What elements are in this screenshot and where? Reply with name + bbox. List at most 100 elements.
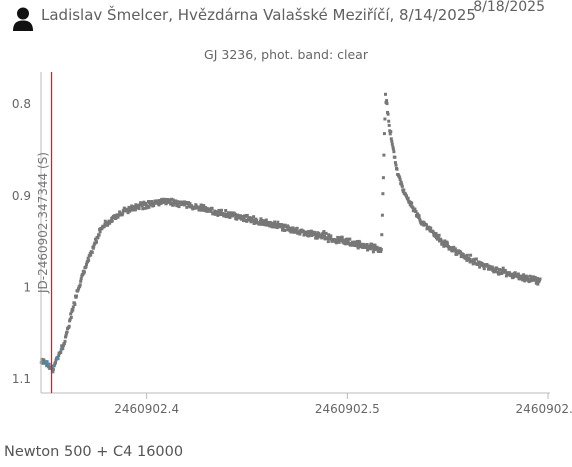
data-point xyxy=(68,317,72,321)
data-point xyxy=(255,218,259,222)
data-point xyxy=(537,280,541,284)
data-point xyxy=(314,236,318,240)
data-point xyxy=(393,161,397,165)
data-point xyxy=(394,163,398,167)
data-point xyxy=(272,222,276,226)
data-point xyxy=(444,244,448,248)
data-point xyxy=(442,241,446,245)
data-point xyxy=(102,224,106,228)
data-point xyxy=(63,339,67,343)
observer-info: Ladislav Šmelcer, Hvězdárna Valašské Mez… xyxy=(41,6,476,24)
data-point xyxy=(455,252,459,256)
data-point xyxy=(172,203,176,207)
y-tick-label: 0.8 xyxy=(12,97,31,111)
data-point xyxy=(47,362,51,366)
data-point xyxy=(90,250,94,254)
data-point xyxy=(283,229,287,232)
data-point xyxy=(262,219,266,223)
data-point xyxy=(150,200,154,203)
data-point xyxy=(417,215,421,219)
report-date: 8/18/2025 xyxy=(473,0,545,15)
data-point xyxy=(315,236,319,240)
data-point xyxy=(491,266,495,270)
data-point xyxy=(216,211,220,215)
data-point xyxy=(429,226,433,230)
data-point xyxy=(477,260,481,264)
data-point xyxy=(369,247,373,251)
data-point xyxy=(79,279,83,283)
data-point xyxy=(241,215,245,219)
data-point xyxy=(385,102,389,106)
data-point xyxy=(356,240,360,243)
data-point xyxy=(339,239,343,243)
data-point xyxy=(317,232,321,236)
data-point xyxy=(533,275,537,279)
data-point xyxy=(140,204,144,208)
data-point xyxy=(51,367,55,371)
data-point xyxy=(405,194,408,198)
data-point xyxy=(204,206,208,210)
data-point xyxy=(61,344,65,348)
data-point xyxy=(193,206,197,210)
data-point xyxy=(276,220,280,224)
data-point xyxy=(390,142,394,146)
data-point xyxy=(414,210,418,214)
data-point xyxy=(51,370,55,374)
data-point xyxy=(346,238,350,242)
data-point xyxy=(79,277,83,281)
data-point xyxy=(510,272,514,276)
data-point xyxy=(249,220,253,224)
data-point xyxy=(224,215,228,219)
data-point xyxy=(528,274,532,278)
data-point xyxy=(507,271,511,275)
data-point xyxy=(240,217,243,221)
data-point xyxy=(288,226,292,230)
data-point xyxy=(118,210,122,214)
data-point xyxy=(165,198,169,201)
data-point xyxy=(59,350,63,354)
data-point xyxy=(202,204,206,207)
data-point xyxy=(390,139,394,143)
data-point xyxy=(158,199,162,203)
data-point xyxy=(116,215,120,219)
data-point xyxy=(427,225,431,229)
data-point xyxy=(531,275,535,279)
x-tick-label: 2460902.5 xyxy=(315,402,380,416)
data-point xyxy=(201,206,205,209)
data-point xyxy=(144,201,148,205)
data-point xyxy=(452,245,456,249)
data-point xyxy=(133,208,137,212)
data-point xyxy=(264,218,268,222)
data-point xyxy=(170,201,174,205)
data-point xyxy=(321,233,325,237)
data-point xyxy=(522,275,526,279)
data-point xyxy=(137,207,141,211)
chart-title: GJ 3236, phot. band: clear xyxy=(204,47,368,62)
data-point xyxy=(410,201,414,205)
x-tick-label: 2460902.4 xyxy=(114,402,179,416)
data-point xyxy=(57,354,61,357)
data-point xyxy=(393,155,397,159)
data-point xyxy=(356,246,360,250)
data-point xyxy=(402,188,406,192)
data-point xyxy=(238,214,242,218)
data-point xyxy=(358,241,362,244)
data-point xyxy=(530,278,534,282)
data-point xyxy=(337,240,341,244)
data-point xyxy=(202,208,206,212)
data-point xyxy=(68,319,72,323)
data-point xyxy=(163,197,167,201)
data-point xyxy=(469,253,473,257)
y-axis-label: JD-2460902.347344 (S) xyxy=(36,152,50,294)
data-point xyxy=(380,213,384,217)
data-point xyxy=(525,276,529,280)
data-point xyxy=(69,312,73,316)
data-point xyxy=(431,229,435,233)
data-point xyxy=(398,176,402,180)
data-point xyxy=(217,213,221,216)
data-point xyxy=(286,225,290,229)
data-point xyxy=(157,203,161,207)
data-point xyxy=(61,347,65,351)
data-point xyxy=(323,234,326,238)
data-point xyxy=(431,231,435,235)
